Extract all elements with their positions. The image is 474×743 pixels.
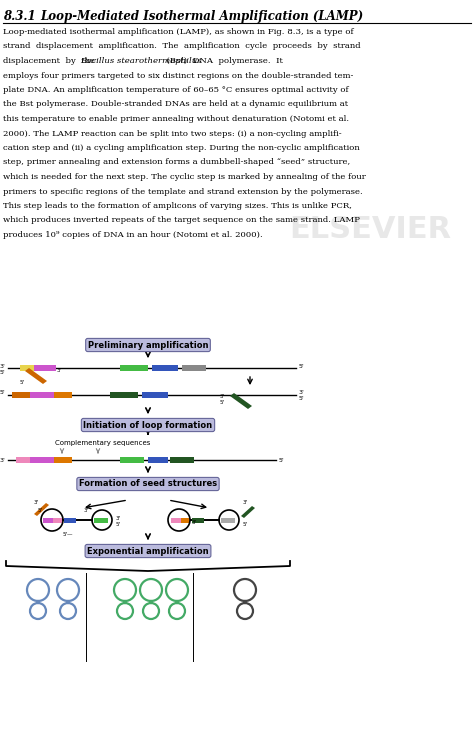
Bar (120, 365, 148, 371)
Text: Bacillus stearothermophilus: Bacillus stearothermophilus (80, 57, 201, 65)
Text: displacement  by  the: displacement by the (3, 57, 100, 65)
Bar (54, 457, 72, 463)
Text: 5': 5' (0, 391, 5, 395)
Text: employs four primers targeted to six distinct regions on the double-stranded tem: employs four primers targeted to six dis… (3, 71, 354, 80)
Text: 5': 5' (37, 507, 43, 513)
Bar (221, 518, 235, 522)
Text: 5': 5' (299, 363, 305, 369)
Text: 3': 3' (192, 519, 197, 525)
Text: 3': 3' (116, 516, 121, 521)
Polygon shape (230, 393, 252, 409)
Text: 2000). The LAMP reaction can be split into two steps: (i) a non-cycling amplifi-: 2000). The LAMP reaction can be split in… (3, 129, 342, 137)
Bar (43, 518, 53, 522)
Bar (12, 392, 30, 398)
Text: 3': 3' (57, 368, 62, 372)
Text: Preliminary amplification: Preliminary amplification (88, 340, 208, 349)
Text: (Bst)  DNA  polymerase.  It: (Bst) DNA polymerase. It (161, 57, 283, 65)
Text: ELSEVIER: ELSEVIER (289, 215, 451, 244)
Bar (192, 518, 204, 522)
Polygon shape (241, 506, 255, 518)
Text: 3': 3' (299, 391, 305, 395)
Bar (64, 518, 76, 522)
Bar (171, 518, 181, 522)
Bar (110, 392, 138, 398)
Text: This step leads to the formation of amplicons of varying sizes. This is unlike P: This step leads to the formation of ampl… (3, 202, 352, 210)
Text: 8.3.1: 8.3.1 (3, 10, 36, 23)
Bar (30, 392, 54, 398)
Text: produces 10⁹ copies of DNA in an hour (Notomi et al. 2000).: produces 10⁹ copies of DNA in an hour (N… (3, 231, 263, 239)
Text: 5': 5' (0, 369, 5, 374)
Bar (34, 365, 56, 371)
Bar (94, 518, 108, 522)
Text: Loop-mediated isothermal amplification (LAMP), as shown in Fig. 8.3, is a type o: Loop-mediated isothermal amplification (… (3, 28, 354, 36)
Text: Complementary sequences: Complementary sequences (55, 440, 150, 446)
Text: plate DNA. An amplification temperature of 60–65 °C ensures optimal activity of: plate DNA. An amplification temperature … (3, 86, 348, 94)
Bar (120, 457, 144, 463)
Text: Formation of seed structures: Formation of seed structures (79, 479, 217, 488)
Text: 5': 5' (279, 458, 285, 462)
Text: cation step and (ii) a cycling amplification step. During the non-cyclic amplifi: cation step and (ii) a cycling amplifica… (3, 144, 360, 152)
Text: 5': 5' (116, 522, 121, 528)
Text: 5': 5' (243, 522, 248, 528)
Bar (152, 365, 178, 371)
Text: 3': 3' (243, 499, 248, 504)
Polygon shape (25, 368, 47, 384)
Bar (148, 457, 168, 463)
Text: 3': 3' (0, 458, 5, 462)
Text: 3': 3' (0, 363, 5, 369)
Bar (182, 365, 206, 371)
Bar (54, 392, 72, 398)
Text: 5': 5' (19, 380, 25, 384)
Text: Loop-Mediated Isothermal Amplification (LAMP): Loop-Mediated Isothermal Amplification (… (40, 10, 363, 23)
Text: 5'—: 5'— (63, 531, 73, 536)
Text: this temperature to enable primer annealing without denaturation (Notomi et al.: this temperature to enable primer anneal… (3, 115, 349, 123)
Bar (16, 457, 30, 463)
Bar (30, 457, 54, 463)
Polygon shape (34, 503, 49, 516)
Text: 5': 5' (220, 400, 225, 404)
Text: 3': 3' (220, 395, 225, 400)
Text: 3': 3' (34, 499, 38, 504)
Bar (170, 457, 194, 463)
Text: step, primer annealing and extension forms a dumbbell-shaped “seed” structure,: step, primer annealing and extension for… (3, 158, 350, 166)
Text: primers to specific regions of the template and strand extension by the polymera: primers to specific regions of the templ… (3, 187, 363, 195)
Text: 5': 5' (299, 397, 305, 401)
Text: which produces inverted repeats of the target sequence on the same strand. LAMP: which produces inverted repeats of the t… (3, 216, 360, 224)
Text: Initiation of loop formation: Initiation of loop formation (83, 421, 212, 429)
Text: 3': 3' (84, 507, 89, 513)
Text: the Bst polymerase. Double-stranded DNAs are held at a dynamic equilibrium at: the Bst polymerase. Double-stranded DNAs… (3, 100, 348, 108)
Bar (142, 392, 168, 398)
Bar (20, 365, 34, 371)
Bar (181, 518, 190, 522)
Text: Exponential amplification: Exponential amplification (87, 547, 209, 556)
Text: strand  displacement  amplification.  The  amplification  cycle  proceeds  by  s: strand displacement amplification. The a… (3, 42, 361, 51)
Text: which is needed for the next step. The cyclic step is marked by annealing of the: which is needed for the next step. The c… (3, 173, 366, 181)
Bar (53, 518, 62, 522)
